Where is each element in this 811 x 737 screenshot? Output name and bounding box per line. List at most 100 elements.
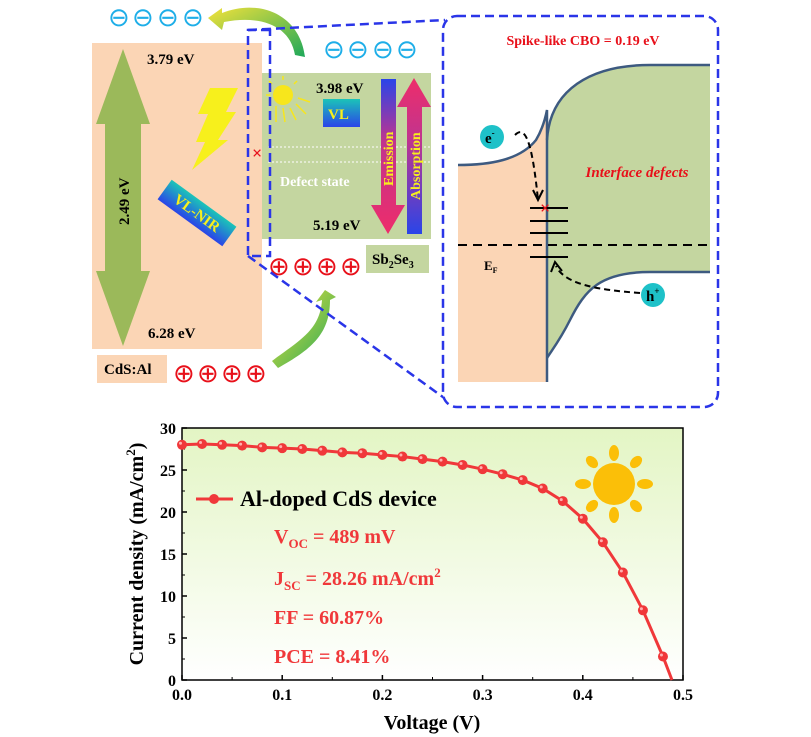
electron-capture-arrowhead xyxy=(532,189,544,203)
cds-bandgap-label: 2.49 eV xyxy=(117,177,133,225)
svg-text:⊖: ⊖ xyxy=(132,3,154,32)
svg-text:⊖: ⊖ xyxy=(182,3,204,32)
data-point xyxy=(257,442,268,453)
data-point-highlight xyxy=(499,471,503,475)
electron-capture-path xyxy=(514,131,539,201)
y-tick-label: 5 xyxy=(168,631,176,648)
data-point xyxy=(197,438,208,449)
data-point xyxy=(177,439,187,450)
data-point xyxy=(357,448,368,459)
legend-label: Al-doped CdS device xyxy=(240,486,437,511)
interface-defects-label: Interface defects xyxy=(585,165,689,181)
svg-text:⊕: ⊕ xyxy=(197,359,219,388)
data-point-highlight xyxy=(399,453,403,457)
y-tick-label: 30 xyxy=(160,421,176,438)
holes-cds: ⊕ ⊕ ⊕ ⊕ xyxy=(173,359,267,388)
emission-label: Emission xyxy=(382,131,397,186)
data-point-highlight xyxy=(379,451,383,455)
electrons-top-left: ⊖ ⊖ ⊖ ⊖ xyxy=(108,3,204,32)
data-point-highlight xyxy=(239,442,243,446)
data-point xyxy=(437,456,448,467)
defect-state-label: Defect state xyxy=(280,175,350,190)
data-point-highlight xyxy=(659,653,663,657)
interface-defect-levels xyxy=(530,207,568,258)
svg-text:h+: h+ xyxy=(646,286,659,305)
axes: 0.0 0.1 0.2 0.3 0.4 0.5 0 5 10 15 20 25 30 xyxy=(160,421,693,704)
data-point-highlight xyxy=(319,447,323,451)
svg-text:⊖: ⊖ xyxy=(323,35,345,64)
sb2se3-cb-energy: 3.98 eV xyxy=(316,81,364,97)
sun-decoration-icon xyxy=(575,445,653,523)
jsc-text: JSC = 28.26 mA/cm2 xyxy=(274,565,441,593)
data-point xyxy=(557,496,568,507)
cds-cb-energy: 3.79 eV xyxy=(147,52,195,68)
cds-band-region xyxy=(458,110,547,382)
cds-label-box xyxy=(97,355,167,383)
band-diagram: 2.49 eV 3.79 eV 6.28 eV VL-NIR CdS:Al De… xyxy=(92,3,431,388)
svg-text:⊖: ⊖ xyxy=(108,3,130,32)
data-point-highlight xyxy=(479,466,483,470)
emission-arrow xyxy=(371,79,405,234)
data-point xyxy=(617,567,628,578)
band-edges xyxy=(457,63,710,382)
data-point-highlight xyxy=(559,498,563,502)
sb2se3-label-box xyxy=(366,245,429,273)
sb2se3-vb-energy: 5.19 eV xyxy=(313,218,361,234)
data-point xyxy=(297,444,308,454)
data-point xyxy=(477,464,488,475)
lightning-icon xyxy=(192,88,238,170)
cds-label: CdS:Al xyxy=(104,362,152,378)
data-point xyxy=(277,443,288,454)
data-point-highlight xyxy=(259,444,263,448)
ff-text: FF = 60.87% xyxy=(274,607,384,629)
data-point xyxy=(317,445,328,456)
recombination-x-icon: × xyxy=(540,198,550,218)
svg-text:⊕: ⊕ xyxy=(340,252,362,281)
data-point-highlight xyxy=(279,445,283,449)
data-point-highlight xyxy=(519,477,523,481)
svg-text:⊖: ⊖ xyxy=(372,35,394,64)
blocked-transfer-x-icon: × xyxy=(252,143,262,163)
sun-icon xyxy=(266,76,311,123)
holes-sb2se3: ⊕ ⊕ ⊕ ⊕ xyxy=(268,252,362,281)
sb2se3-excitation-label: VL xyxy=(328,107,349,123)
data-point-highlight xyxy=(219,441,223,445)
y-tick-label: 0 xyxy=(168,673,176,690)
hole-capture-path xyxy=(555,265,641,294)
fermi-label: EF xyxy=(484,258,498,275)
svg-text:⊕: ⊕ xyxy=(268,252,290,281)
x-tick-label: 0.5 xyxy=(673,687,693,704)
y-tick-label: 10 xyxy=(160,589,176,606)
svg-text:⊖: ⊖ xyxy=(396,35,418,64)
data-point xyxy=(337,447,348,458)
data-point xyxy=(637,605,648,616)
data-point xyxy=(377,449,388,460)
data-point-highlight xyxy=(579,515,583,519)
x-tick-label: 0.1 xyxy=(272,687,292,704)
x-tick-label: 0.4 xyxy=(573,687,593,704)
series-al-doped-cds xyxy=(177,438,674,681)
data-point-highlight xyxy=(439,458,443,462)
sb2se3-band-region xyxy=(547,65,710,358)
cbo-title: Spike-like CBO = 0.19 eV xyxy=(506,34,659,49)
y-tick-label: 15 xyxy=(160,547,176,564)
hole-transfer-arrow xyxy=(272,290,336,368)
electron-badge: e- xyxy=(480,125,504,149)
data-point-highlight xyxy=(359,450,363,454)
cds-vb-energy: 6.28 eV xyxy=(148,326,196,342)
x-tick-label: 0.0 xyxy=(172,687,192,704)
data-point xyxy=(657,651,668,662)
svg-text:⊕: ⊕ xyxy=(292,252,314,281)
y-axis-title: Current density (mA/cm2) xyxy=(123,443,148,666)
data-point-highlight xyxy=(599,539,603,543)
data-point xyxy=(417,454,428,465)
data-point-highlight xyxy=(179,441,182,445)
y-tick-label: 20 xyxy=(160,505,176,522)
data-point-highlight xyxy=(539,485,543,489)
data-point-highlight xyxy=(639,607,643,611)
x-axis-title: Voltage (V) xyxy=(384,712,480,734)
data-point-highlight xyxy=(459,461,463,465)
absorption-arrow xyxy=(397,78,431,234)
electron-transfer-arrow xyxy=(208,7,305,57)
